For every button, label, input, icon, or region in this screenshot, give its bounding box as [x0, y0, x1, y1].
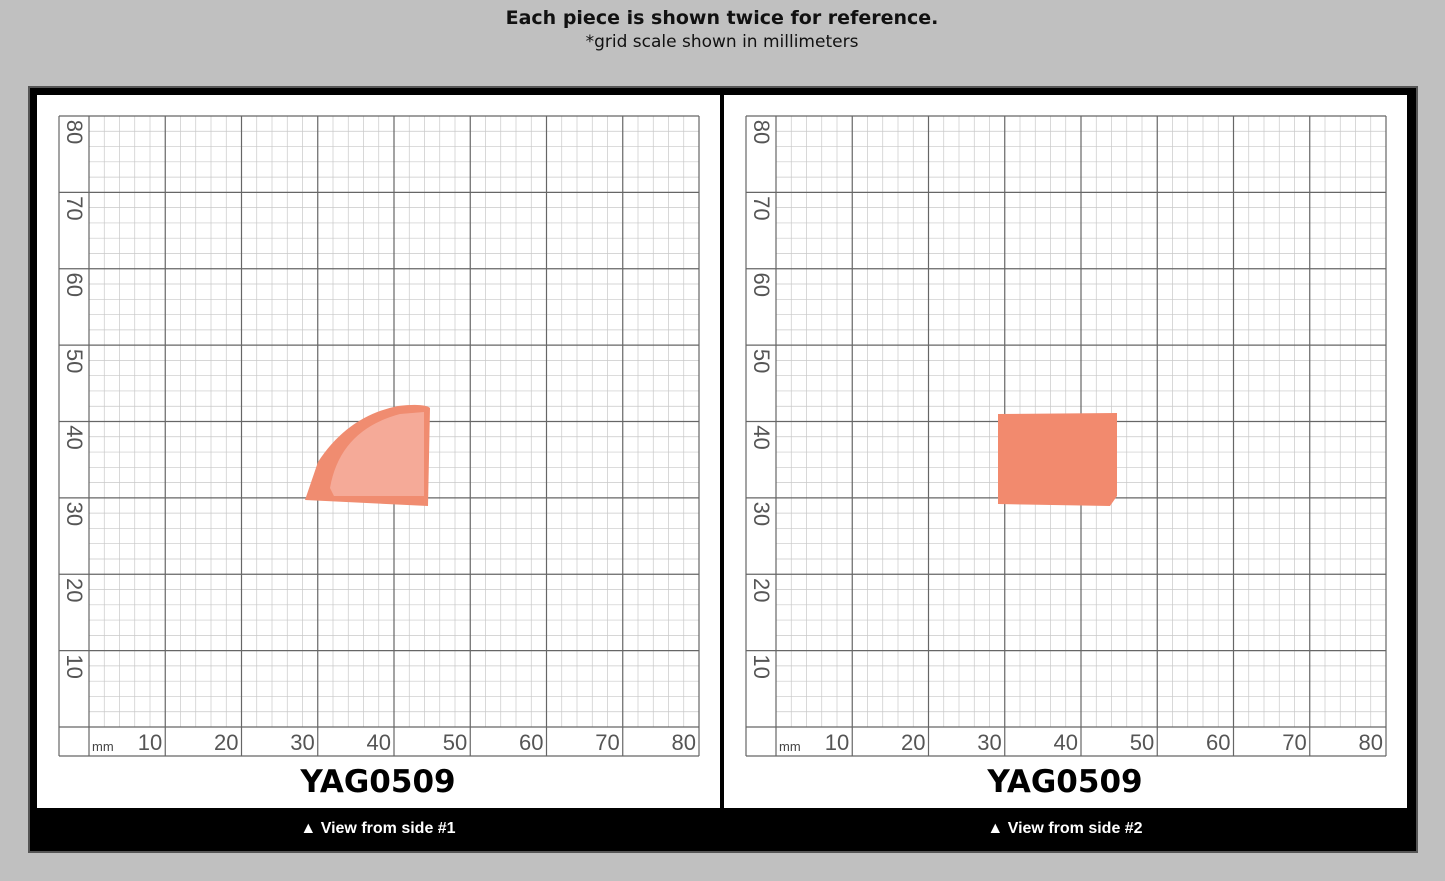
- y-grid-label: 10: [749, 654, 774, 678]
- y-grid-label: 50: [749, 349, 774, 373]
- y-grid-label: 20: [62, 578, 87, 602]
- sample-label: YAG0509: [986, 764, 1142, 800]
- x-grid-label: 50: [443, 730, 467, 755]
- piece-2: [998, 413, 1117, 506]
- y-grid-label: 40: [749, 425, 774, 449]
- x-grid-label: 60: [1206, 730, 1230, 755]
- x-grid-label: 40: [1054, 730, 1078, 755]
- x-grid-label: 10: [825, 730, 849, 755]
- y-grid-label: 10: [62, 654, 87, 678]
- x-grid-label: 30: [977, 730, 1001, 755]
- caption: ▲ View from side #2: [987, 820, 1142, 837]
- y-grid-label: 80: [749, 120, 774, 144]
- x-grid-label: 70: [595, 730, 619, 755]
- y-grid-label: 70: [749, 196, 774, 220]
- unit-label: mm: [779, 739, 801, 754]
- y-grid-label: 40: [62, 425, 87, 449]
- x-grid-label: 60: [519, 730, 543, 755]
- y-grid-label: 50: [62, 349, 87, 373]
- x-grid-label: 10: [138, 730, 162, 755]
- title: Each piece is shown twice for reference.: [506, 7, 939, 29]
- pieces: [305, 404, 1117, 506]
- y-grid-label: 30: [62, 502, 87, 526]
- x-grid-label: 30: [290, 730, 314, 755]
- subtitle: *grid scale shown in millimeters: [586, 32, 859, 52]
- piece-1-face: [330, 412, 424, 496]
- x-grid-label: 70: [1282, 730, 1306, 755]
- x-grid-label: 80: [672, 730, 696, 755]
- y-grid-label: 30: [749, 502, 774, 526]
- x-grid-label: 50: [1130, 730, 1154, 755]
- y-grid-label: 60: [62, 273, 87, 297]
- y-grid-label: 60: [749, 273, 774, 297]
- x-grid-label: 20: [901, 730, 925, 755]
- x-grid-label: 40: [367, 730, 391, 755]
- x-grid-label: 20: [214, 730, 238, 755]
- y-grid-label: 20: [749, 578, 774, 602]
- caption: ▲ View from side #1: [300, 820, 455, 837]
- sample-label: YAG0509: [299, 764, 455, 800]
- x-grid-label: 80: [1359, 730, 1383, 755]
- unit-label: mm: [92, 739, 114, 754]
- y-grid-label: 80: [62, 120, 87, 144]
- y-grid-label: 70: [62, 196, 87, 220]
